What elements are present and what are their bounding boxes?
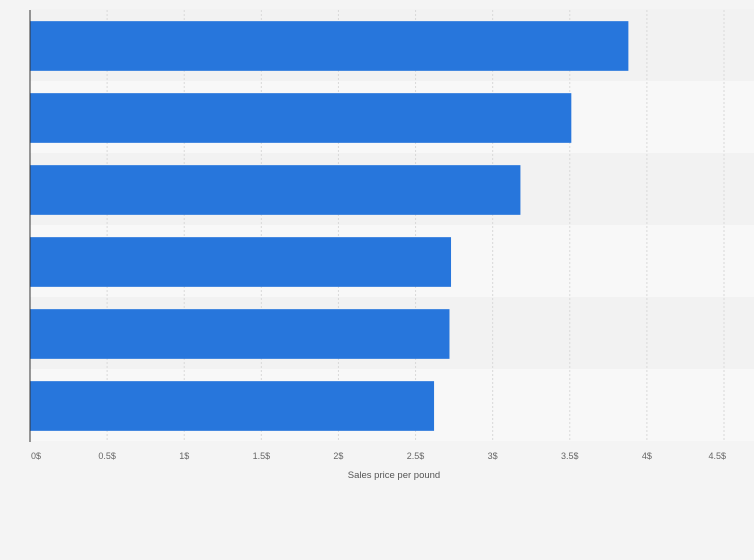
bar-3	[30, 165, 521, 215]
x-tick-label-9: 4$	[642, 451, 652, 461]
x-tick-label-8: 3.5$	[561, 451, 579, 461]
bar-2	[30, 93, 572, 143]
row-bands	[30, 9, 754, 441]
bar-5	[30, 309, 450, 359]
bar-4	[30, 237, 452, 287]
x-tick-label-6: 2.5$	[407, 451, 425, 461]
x-tick-label-4: 1.5$	[253, 451, 271, 461]
x-tick-label-5: 2$	[333, 451, 343, 461]
x-tick-label-3: 1$	[179, 451, 189, 461]
bar-6	[30, 381, 435, 431]
bar-1	[30, 21, 629, 71]
x-axis-tick-labels: 0$ 0.5$ 1$ 1.5$ 2$ 2.5$ 3$ 3.5$ 4$ 4.5$	[31, 451, 726, 461]
gridlines	[106, 10, 725, 442]
x-tick-label-2: 0.5$	[98, 451, 116, 461]
x-axis-title: Sales price per pound	[348, 470, 440, 481]
x-tick-label-10: 4.5$	[708, 451, 726, 461]
x-tick-label-7: 3$	[488, 451, 498, 461]
x-tick-label-1: 0$	[31, 451, 41, 461]
bars	[30, 21, 629, 431]
